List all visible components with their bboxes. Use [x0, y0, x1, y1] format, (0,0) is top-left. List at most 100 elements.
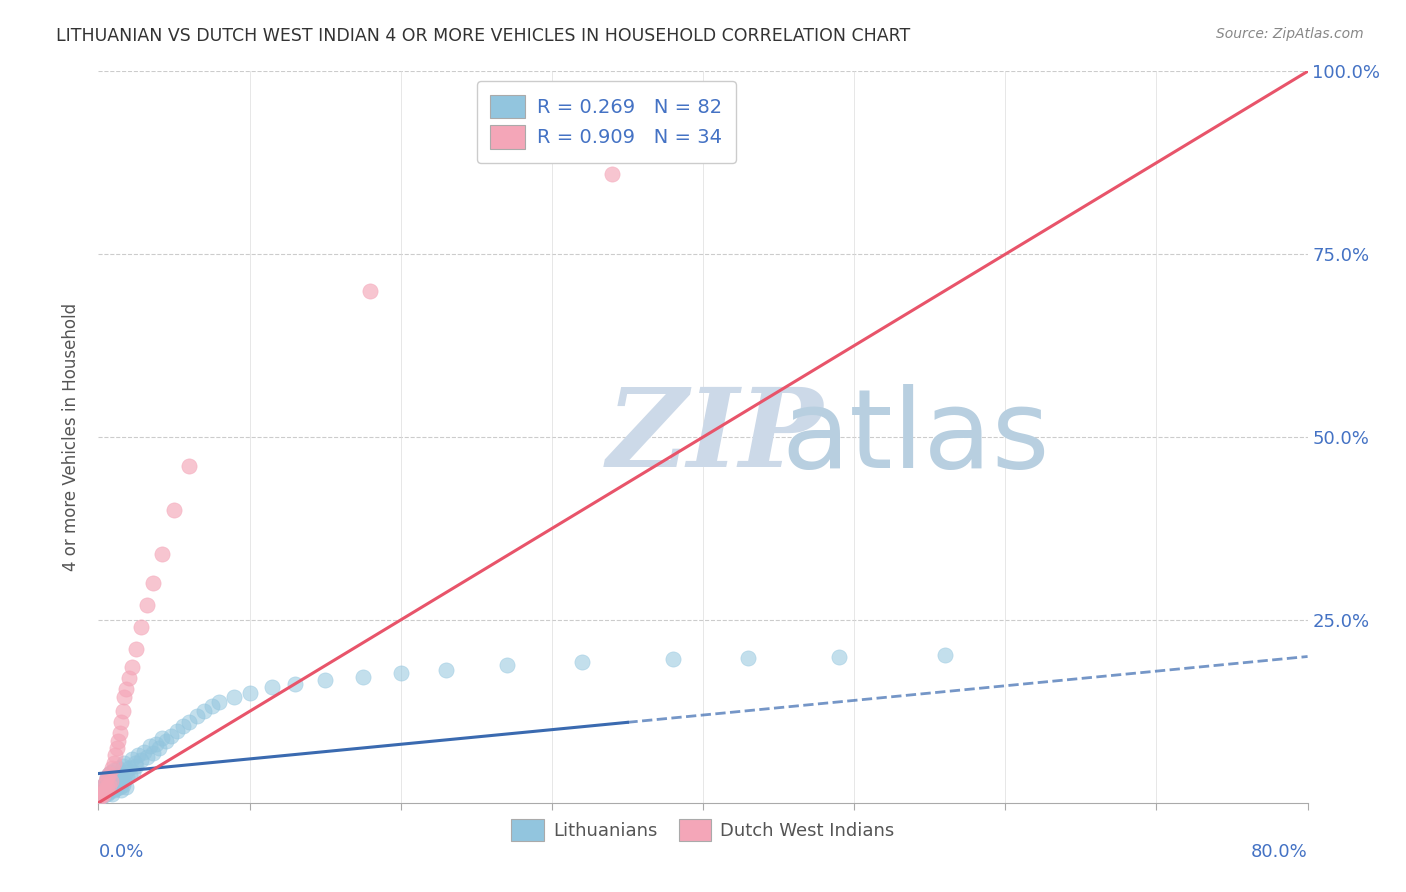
Point [193, 705, 215, 719]
Point [98, 778, 121, 792]
Point [98, 766, 121, 780]
Point [828, 649, 851, 664]
Point [103, 756, 125, 770]
Point [155, 733, 177, 747]
Point [104, 748, 127, 763]
Point [103, 775, 125, 789]
Text: Source: ZipAtlas.com: Source: ZipAtlas.com [1216, 27, 1364, 41]
Point [101, 761, 124, 775]
Text: atlas: atlas [782, 384, 1050, 491]
Point [114, 765, 136, 780]
Point [112, 773, 135, 788]
Point [105, 770, 128, 784]
Point [89, 789, 111, 803]
Point [132, 745, 155, 759]
Point [352, 670, 374, 684]
Point [101, 781, 124, 796]
Point [122, 765, 145, 780]
Point [101, 772, 124, 787]
Point [94, 773, 117, 788]
Text: ZIP: ZIP [606, 384, 823, 491]
Point [114, 682, 136, 697]
Point [108, 726, 131, 740]
Point [129, 620, 152, 634]
Point [98, 785, 121, 799]
Point [186, 709, 208, 723]
Point [104, 768, 127, 782]
Text: 0.0%: 0.0% [98, 843, 143, 861]
Point [934, 648, 956, 662]
Y-axis label: 4 or more Vehicles in Household: 4 or more Vehicles in Household [62, 303, 80, 571]
Point [96, 770, 118, 784]
Point [94, 773, 117, 788]
Point [284, 677, 307, 691]
Point [104, 780, 127, 794]
Point [91, 789, 114, 803]
Point [107, 761, 129, 775]
Point [115, 770, 138, 784]
Point [101, 787, 124, 801]
Point [91, 782, 114, 797]
Point [118, 761, 141, 775]
Point [142, 746, 165, 760]
Point [103, 763, 125, 777]
Point [107, 778, 129, 792]
Point [107, 733, 129, 747]
Point [179, 715, 201, 730]
Point [96, 770, 118, 784]
Point [201, 699, 224, 714]
Point [121, 752, 143, 766]
Point [100, 773, 122, 788]
Point [91, 782, 114, 797]
Point [172, 719, 194, 733]
Point [314, 673, 336, 687]
Point [96, 780, 118, 794]
Point [239, 686, 262, 700]
Point [139, 739, 162, 753]
Point [111, 778, 134, 792]
Point [160, 729, 183, 743]
Point [110, 782, 132, 797]
Point [661, 652, 683, 666]
Point [495, 658, 517, 673]
Point [150, 731, 173, 746]
Point [110, 715, 132, 730]
Point [135, 599, 157, 613]
Point [737, 651, 759, 665]
Point [96, 787, 118, 801]
Point [114, 780, 136, 794]
Point [179, 459, 201, 474]
Point [125, 759, 148, 773]
Point [208, 695, 231, 709]
Text: LITHUANIAN VS DUTCH WEST INDIAN 4 OR MORE VEHICLES IN HOUSEHOLD CORRELATION CHAR: LITHUANIAN VS DUTCH WEST INDIAN 4 OR MOR… [56, 27, 911, 45]
Point [93, 785, 115, 799]
Point [93, 778, 115, 792]
Point [93, 778, 115, 792]
Point [112, 690, 135, 704]
Point [90, 787, 112, 801]
Point [121, 660, 143, 674]
Point [389, 665, 412, 680]
Point [90, 785, 112, 799]
Point [110, 772, 132, 787]
Point [434, 663, 457, 677]
Point [91, 787, 114, 801]
Point [100, 765, 122, 780]
Legend: Lithuanians, Dutch West Indians: Lithuanians, Dutch West Indians [505, 812, 901, 848]
Point [108, 780, 131, 794]
Point [135, 750, 157, 764]
Point [100, 775, 122, 789]
Point [98, 778, 121, 792]
Point [120, 768, 142, 782]
Point [94, 786, 117, 800]
Point [93, 789, 115, 803]
Point [124, 756, 146, 770]
Point [108, 766, 131, 780]
Point [98, 766, 121, 780]
Point [129, 753, 152, 767]
Point [94, 782, 117, 797]
Point [118, 672, 141, 686]
Point [103, 782, 125, 797]
Point [150, 547, 173, 561]
Point [127, 748, 149, 763]
